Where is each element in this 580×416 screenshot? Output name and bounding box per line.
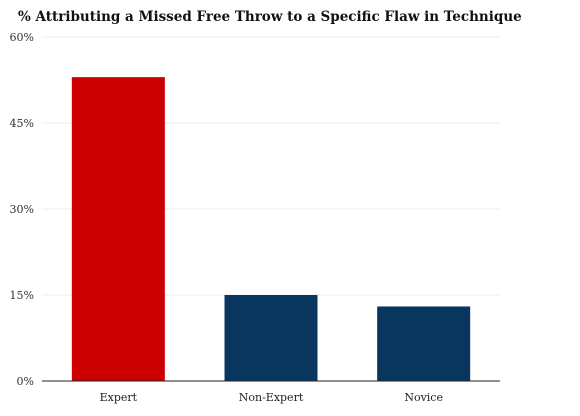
bar-novice bbox=[377, 306, 471, 381]
bar-expert bbox=[71, 77, 165, 381]
x-tick-label: Non-Expert bbox=[239, 391, 304, 404]
y-tick-label: 60% bbox=[10, 31, 34, 44]
bars bbox=[71, 77, 471, 381]
chart-title: % Attributing a Missed Free Throw to a S… bbox=[18, 9, 522, 25]
y-tick-label: 30% bbox=[10, 203, 34, 216]
labels: 0% 15% 30% 45% 60% Expert Non-Expert Novice bbox=[10, 31, 443, 404]
bar-non-expert bbox=[224, 295, 318, 381]
x-tick-label: Expert bbox=[100, 391, 138, 404]
y-tick-label: 0% bbox=[17, 375, 34, 388]
y-tick-label: 45% bbox=[10, 117, 34, 130]
x-tick-label: Novice bbox=[404, 391, 443, 404]
y-tick-label: 15% bbox=[10, 289, 34, 302]
